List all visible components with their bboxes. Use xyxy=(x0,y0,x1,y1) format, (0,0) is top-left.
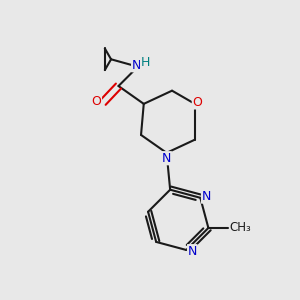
Text: H: H xyxy=(141,56,150,69)
Text: O: O xyxy=(192,96,202,109)
Text: N: N xyxy=(132,59,141,72)
Text: CH₃: CH₃ xyxy=(229,221,251,234)
Text: N: N xyxy=(202,190,211,203)
Text: N: N xyxy=(162,152,171,165)
Text: N: N xyxy=(188,245,197,258)
Text: O: O xyxy=(92,95,101,108)
